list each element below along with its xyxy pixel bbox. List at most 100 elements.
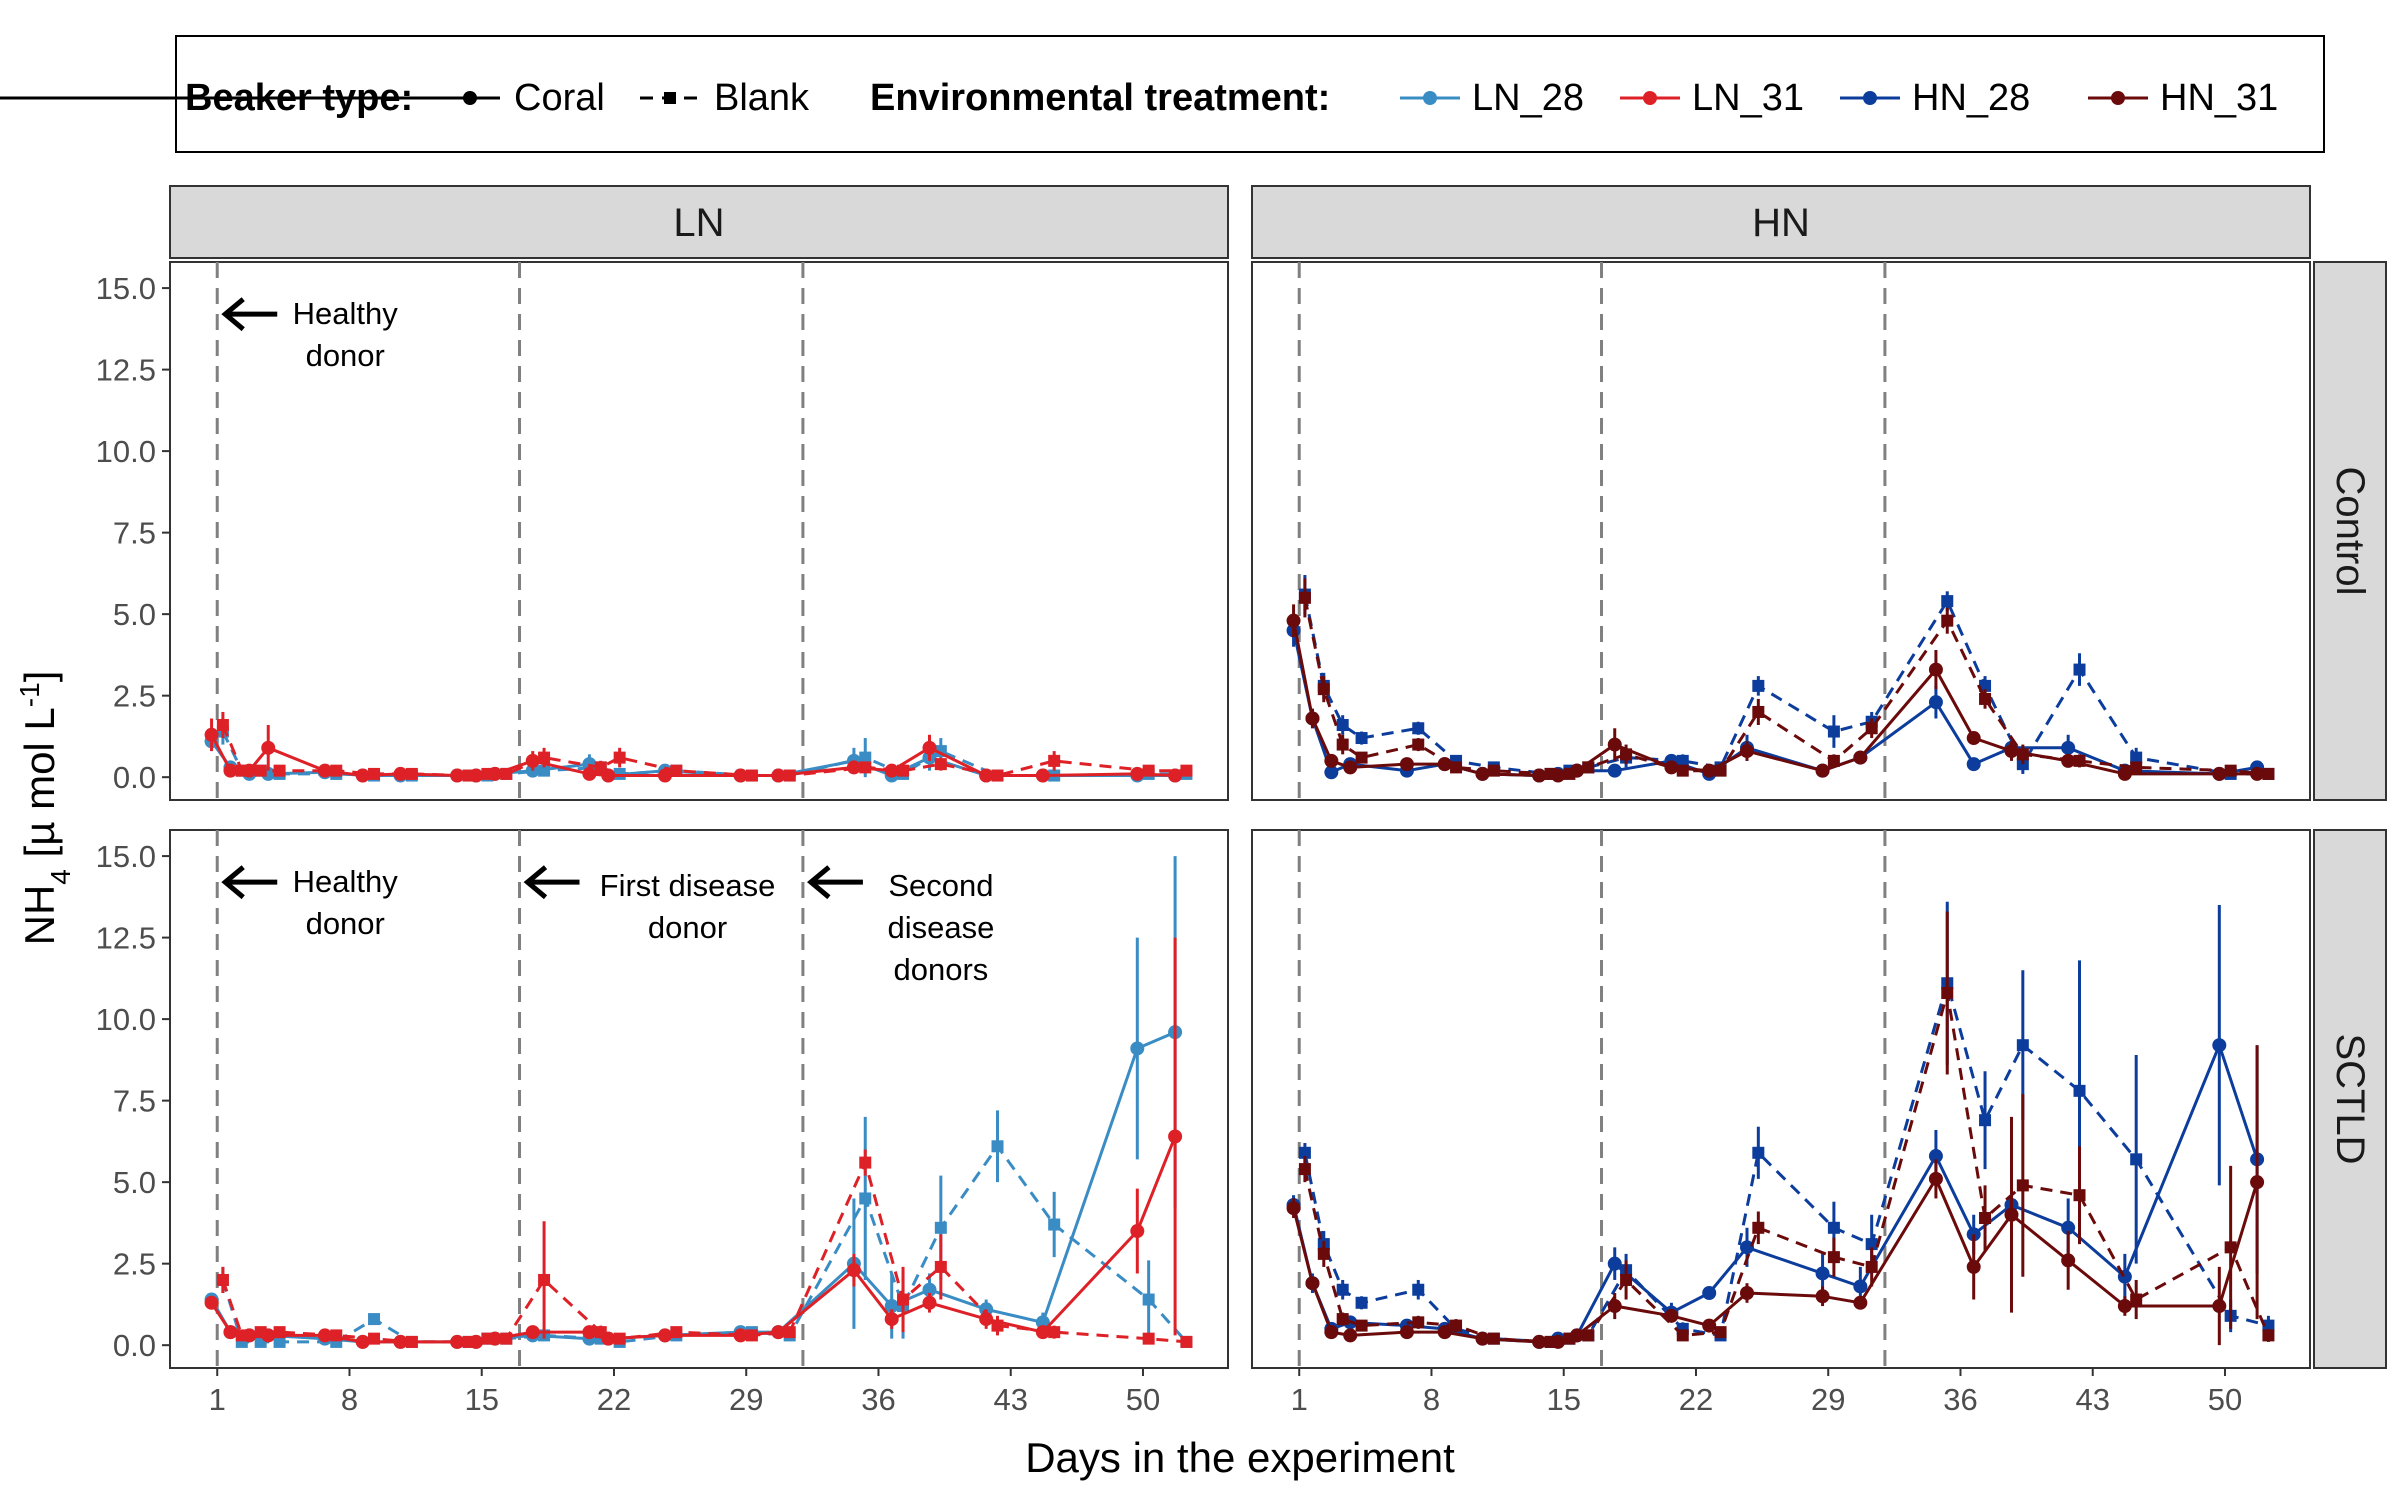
panel-hn-control	[1251, 261, 2311, 801]
data-point	[538, 751, 551, 764]
data-point	[1324, 1325, 1339, 1340]
data-point	[897, 764, 910, 777]
data-point	[1437, 757, 1452, 772]
data-point	[1563, 767, 1576, 780]
data-point	[450, 1334, 465, 1349]
legend-label-ln-31: LN_31	[1692, 77, 1804, 119]
data-point	[1305, 1276, 1320, 1291]
data-point	[204, 727, 219, 742]
data-point	[1739, 744, 1754, 759]
annotation-first-disease-donor: donor	[648, 910, 727, 945]
data-point	[1979, 1114, 1992, 1127]
annotation-healthy-donor: donor	[306, 906, 385, 941]
data-point	[1399, 1325, 1414, 1340]
series-line	[1303, 594, 2269, 776]
data-point	[594, 761, 607, 774]
y-tick-label: 15.0	[96, 271, 156, 306]
data-point	[2061, 1220, 2076, 1235]
panel-frame	[169, 261, 1229, 801]
series-ln-31-blank	[216, 1149, 1193, 1348]
data-point	[2016, 748, 2029, 761]
legend-label-ln-28: LN_28	[1472, 77, 1584, 119]
data-point	[859, 1192, 872, 1205]
data-point	[594, 1326, 607, 1339]
series-ln-31-coral	[204, 718, 1183, 783]
y-axis-title: NH4 [µ mol L-1]	[14, 671, 76, 946]
series-hn-31-blank	[1298, 911, 2275, 1348]
data-point	[934, 1260, 947, 1273]
annotation-healthy-donor: Healthy	[293, 864, 399, 899]
legend-label-hn-31: HN_31	[2160, 77, 2278, 119]
annotation-healthy-donor: donor	[306, 338, 385, 373]
y-tick-label: 10.0	[96, 1002, 156, 1037]
x-tick-label: 29	[729, 1382, 763, 1417]
data-point	[261, 740, 276, 755]
data-point	[1336, 1283, 1349, 1296]
data-point	[1752, 1146, 1765, 1159]
data-point	[1815, 1289, 1830, 1304]
x-tick-label: 1	[209, 1382, 226, 1417]
x-tick-label: 50	[1126, 1382, 1160, 1417]
data-point	[613, 751, 626, 764]
data-point	[2073, 754, 2086, 767]
data-point	[1286, 1201, 1301, 1216]
data-point	[1487, 764, 1500, 777]
data-point	[1607, 763, 1622, 778]
data-point	[2130, 751, 2143, 764]
data-point	[2073, 1189, 2086, 1202]
x-tick-label: 22	[597, 1382, 631, 1417]
panel-frame	[1251, 261, 2311, 801]
y-tick-label: 7.5	[113, 516, 156, 551]
data-point	[922, 1282, 937, 1297]
data-point	[405, 767, 418, 780]
data-point	[582, 1325, 597, 1340]
data-point	[1142, 764, 1155, 777]
data-point	[1412, 738, 1425, 751]
y-tick-label: 2.5	[113, 679, 156, 714]
data-point	[1928, 695, 1943, 710]
data-point	[1702, 1318, 1717, 1333]
data-point	[991, 1319, 1004, 1332]
data-point	[1815, 1266, 1830, 1281]
data-point	[2262, 1329, 2275, 1342]
legend: Beaker type: Coral Blank Environmental t…	[0, 35, 2325, 153]
data-point	[1941, 987, 1954, 1000]
arrow-healthy-donor-icon	[221, 865, 278, 900]
data-point	[1305, 711, 1320, 726]
data-point	[1827, 754, 1840, 767]
x-tick-label: 29	[1811, 1382, 1845, 1417]
data-point	[1336, 719, 1349, 732]
legend-env-items: LN_28 LN_31 HN_28 HN_31	[1400, 77, 2278, 119]
series-hn-31-blank	[1298, 578, 2275, 780]
data-point	[1142, 1293, 1155, 1306]
x-tick-label: 43	[2075, 1382, 2109, 1417]
data-point	[1355, 1319, 1368, 1332]
data-point	[1827, 725, 1840, 738]
data-point	[368, 1332, 381, 1345]
data-point	[859, 1156, 872, 1169]
data-point	[1607, 737, 1622, 752]
annotation-second-disease-donors: disease	[887, 910, 994, 945]
data-point	[1336, 738, 1349, 751]
data-point	[2130, 1293, 2143, 1306]
x-tick-label: 15	[1546, 1382, 1580, 1417]
strip-label-sctld: SCTLD	[2328, 1033, 2372, 1164]
series-hn-31-coral	[1286, 1045, 2265, 1349]
data-point	[1355, 751, 1368, 764]
data-point	[2130, 761, 2143, 774]
data-point	[1739, 1240, 1754, 1255]
data-point	[1676, 754, 1689, 767]
legend-label-blank: Blank	[714, 77, 810, 119]
data-point	[1298, 1146, 1311, 1159]
data-point	[1180, 1335, 1193, 1348]
arrow-second-disease-donors-icon	[807, 865, 863, 900]
data-point	[254, 1326, 267, 1339]
data-point	[2130, 1153, 2143, 1166]
data-point	[1532, 768, 1547, 783]
annotation-first-disease-donor: First disease	[600, 868, 776, 903]
data-point	[355, 768, 370, 783]
data-point	[2073, 663, 2086, 676]
data-point	[1865, 722, 1878, 735]
strip-label-ln: LN	[673, 201, 724, 245]
data-point	[2250, 1175, 2265, 1190]
